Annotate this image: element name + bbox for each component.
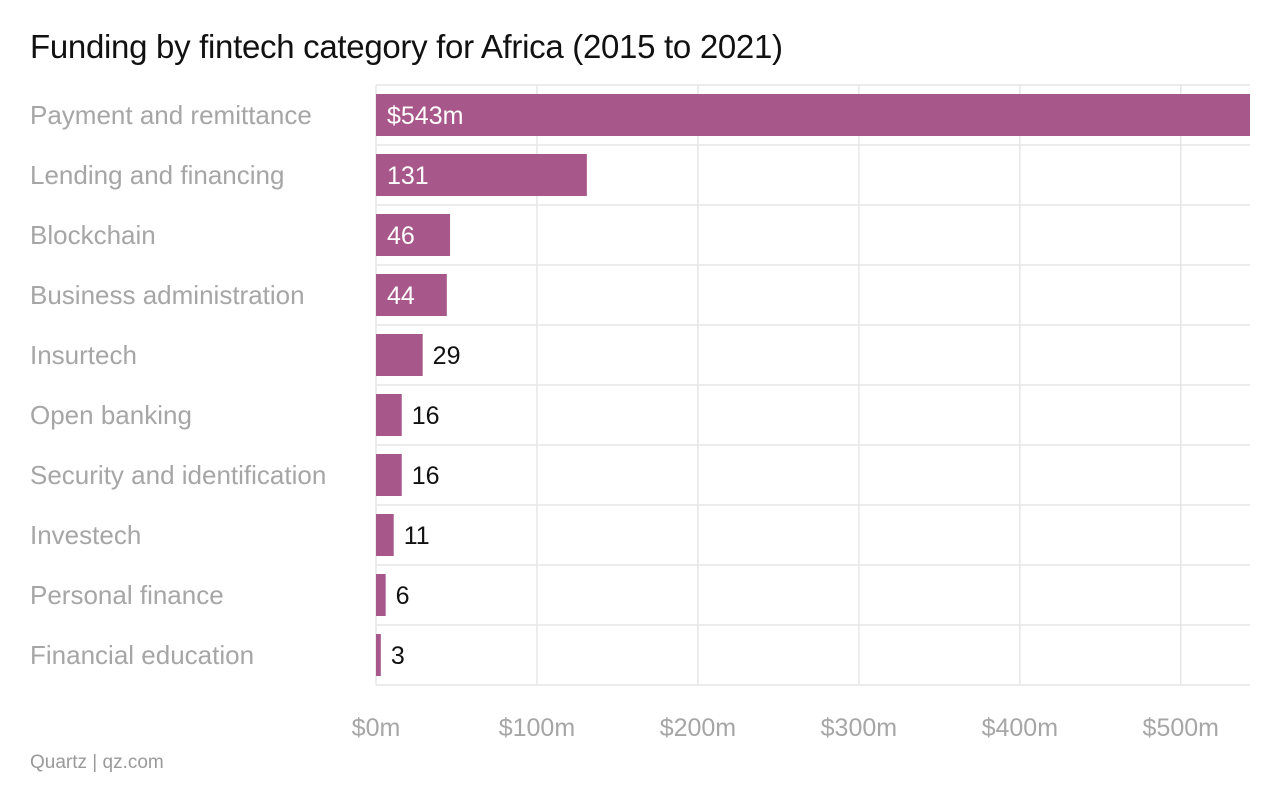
chart-title: Funding by fintech category for Africa (…	[30, 28, 783, 65]
gridlines	[375, 84, 1250, 686]
bar-insurtech	[376, 334, 423, 376]
value-label: $543m	[387, 102, 463, 130]
x-axis-ticks: $0m $100m $200m $300m $400m $500m	[352, 714, 1219, 742]
value-label: 11	[404, 522, 430, 550]
value-label: 44	[387, 282, 415, 310]
category-label: Financial education	[30, 640, 254, 670]
value-label: 46	[387, 222, 415, 250]
x-tick-label: $100m	[499, 714, 575, 742]
category-label: Lending and financing	[30, 160, 284, 190]
category-label: Insurtech	[30, 340, 137, 370]
bar-lending-and-financing	[376, 154, 587, 196]
category-label: Payment and remittance	[30, 100, 312, 130]
bar-personal-finance	[376, 574, 386, 616]
x-tick-label: $300m	[821, 714, 897, 742]
category-label: Business administration	[30, 280, 305, 310]
value-label: 29	[433, 342, 461, 370]
x-tick-label: $0m	[352, 714, 401, 742]
value-labels: $543m 131 46 44 29 16 16 11 6 3	[387, 102, 463, 670]
x-tick-label: $500m	[1143, 714, 1219, 742]
x-tick-label: $400m	[982, 714, 1058, 742]
value-label: 6	[396, 582, 410, 610]
x-tick-label: $200m	[660, 714, 736, 742]
category-label: Investech	[30, 520, 141, 550]
category-labels: Payment and remittance Lending and financ…	[30, 100, 326, 670]
value-label: 16	[412, 462, 440, 490]
bar-business-administration	[376, 274, 447, 316]
bar-financial-education	[376, 634, 381, 676]
bar-blockchain	[376, 214, 451, 256]
category-label: Security and identification	[30, 460, 326, 490]
category-label: Open banking	[30, 400, 192, 430]
category-label: Blockchain	[30, 220, 156, 250]
bar-payment-and-remittance	[376, 94, 1250, 136]
bar-open-banking	[376, 394, 402, 436]
value-label: 16	[412, 402, 440, 430]
source-credit: Quartz | qz.com	[30, 752, 164, 773]
bar-security-and-identification	[376, 454, 402, 496]
value-label: 131	[387, 162, 429, 190]
category-label: Personal finance	[30, 580, 224, 610]
bar-investech	[376, 514, 394, 556]
bars	[376, 94, 1250, 676]
value-label: 3	[391, 642, 405, 670]
